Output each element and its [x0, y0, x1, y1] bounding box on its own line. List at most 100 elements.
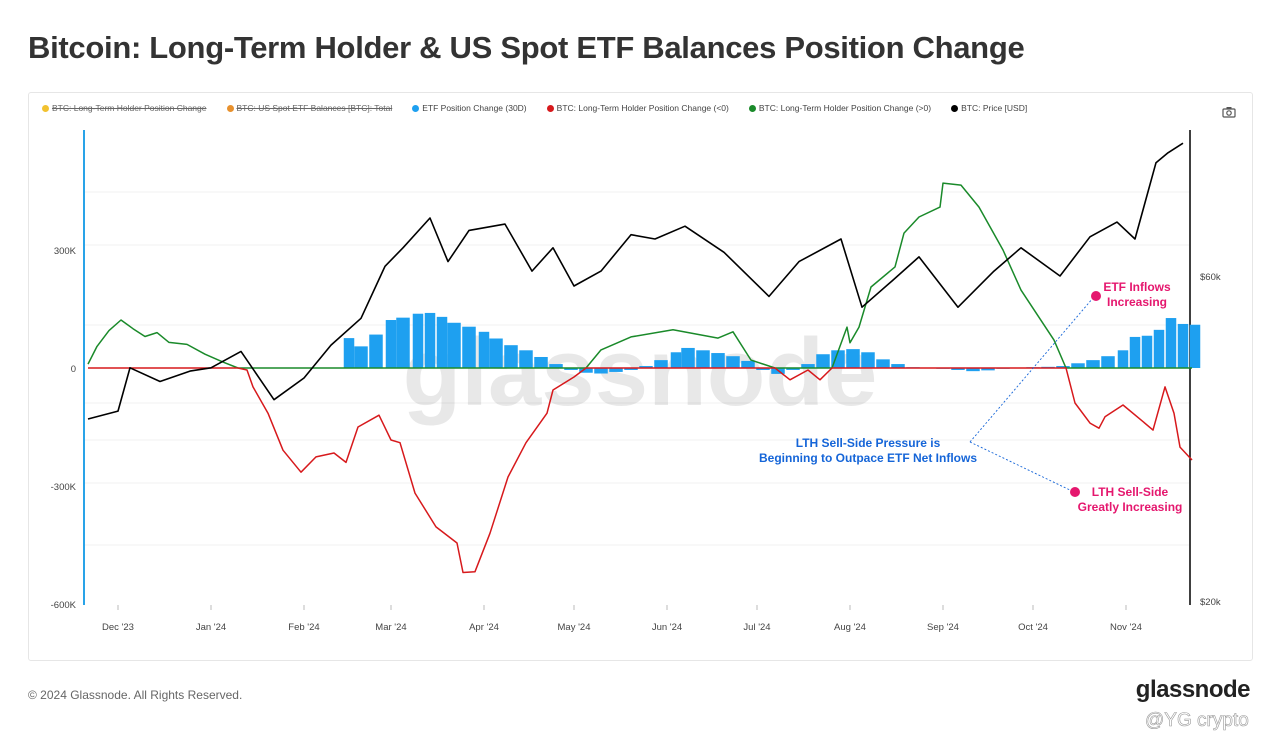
etf-bar: [846, 349, 860, 368]
annotation-text: LTH Sell-Side Pressure is: [796, 436, 941, 450]
etf-bar: [1129, 336, 1141, 368]
y-right-tick-label: $20k: [1200, 597, 1221, 608]
etf-bar: [1165, 318, 1177, 368]
legend-item-etf-balances-total[interactable]: BTC: US Spot ETF Balances [BTC]: Total: [226, 103, 392, 113]
etf-bar: [741, 360, 755, 368]
etf-bar: [489, 338, 503, 368]
etf-bar: [981, 368, 995, 371]
etf-bar: [681, 347, 695, 368]
etf-bar: [861, 352, 875, 368]
etf-bar: [343, 338, 355, 368]
camera-icon[interactable]: [1222, 106, 1236, 118]
x-tick-label: Feb '24: [288, 622, 319, 633]
etf-bar: [1189, 324, 1201, 368]
etf-bar: [369, 334, 383, 368]
etf-bar: [385, 320, 397, 368]
etf-bar: [1101, 356, 1115, 368]
legend-item-lth-position-change[interactable]: BTC: Long-Term Holder Position Change: [42, 103, 207, 113]
legend: BTC: Long-Term Holder Position Change BT…: [42, 103, 1027, 113]
x-tick-label: Jun '24: [652, 622, 682, 633]
y-left-tick-label: 0: [71, 364, 76, 375]
annotation-text: ETF Inflows: [1103, 280, 1171, 294]
annotation-connector: [969, 297, 1094, 443]
etf-bar: [412, 313, 424, 368]
annotation-marker: [1070, 487, 1080, 497]
etf-bar: [436, 316, 448, 368]
legend-dot-icon: [546, 104, 554, 112]
etf-bar: [504, 345, 518, 368]
etf-bar: [876, 359, 890, 368]
page-title: Bitcoin: Long-Term Holder & US Spot ETF …: [28, 30, 1025, 65]
x-tick-label: May '24: [558, 622, 591, 633]
etf-bar: [654, 360, 668, 368]
annotation-text: Increasing: [1107, 295, 1167, 309]
etf-bar: [816, 354, 830, 368]
legend-dot-icon: [42, 104, 49, 112]
lth-positive-line: [87, 182, 1192, 369]
chart-card: [28, 92, 1253, 661]
copyright-footer: © 2024 Glassnode. All Rights Reserved.: [28, 688, 243, 702]
etf-bar: [951, 368, 965, 370]
x-tick-label: Mar '24: [375, 622, 406, 633]
etf-bar: [1153, 329, 1165, 368]
btc-price-line: [87, 142, 1184, 420]
y-left-tick-label: -300K: [51, 482, 77, 493]
etf-bar: [396, 317, 410, 368]
etf-bar: [670, 352, 682, 368]
y-left-tick-label: 300K: [54, 246, 77, 257]
etf-bar: [534, 356, 548, 368]
x-tick-label: Aug '24: [834, 622, 866, 633]
etf-bar: [1177, 323, 1189, 368]
etf-bar: [447, 322, 461, 368]
x-tick-label: Dec '23: [102, 622, 134, 633]
x-tick-label: Sep '24: [927, 622, 959, 633]
etf-bar: [579, 368, 593, 373]
etf-bar: [594, 368, 608, 374]
etf-bar: [424, 312, 436, 368]
annotation-marker: [1091, 291, 1101, 301]
etf-bar: [462, 326, 476, 368]
etf-bar: [478, 331, 490, 368]
annotation-connector: [969, 441, 1073, 492]
lth-negative-line: [88, 367, 1193, 574]
x-tick-label: Jan '24: [196, 622, 226, 633]
etf-bar: [786, 368, 800, 370]
annotation-text: Greatly Increasing: [1078, 500, 1183, 514]
etf-bar: [711, 353, 725, 368]
annotation-text: Beginning to Outpace ETF Net Inflows: [759, 451, 977, 465]
annotation-text: LTH Sell-Side: [1092, 485, 1169, 499]
etf-bar: [1141, 335, 1153, 368]
etf-bar: [696, 350, 710, 368]
legend-item-btc-price[interactable]: BTC: Price [USD]: [951, 103, 1027, 113]
legend-item-lth-negative[interactable]: BTC: Long-Term Holder Position Change (<…: [546, 103, 729, 113]
legend-item-etf-position-change[interactable]: ETF Position Change (30D): [412, 103, 527, 113]
etf-bar: [756, 368, 770, 370]
etf-bar: [831, 350, 845, 368]
x-tick-label: Jul '24: [743, 622, 770, 633]
etf-bar: [564, 368, 578, 370]
etf-bar: [1117, 350, 1129, 368]
user-watermark: @YG crypto: [1145, 710, 1249, 732]
x-tick-label: Nov '24: [1110, 622, 1142, 633]
etf-bar: [639, 366, 653, 368]
etf-bar: [609, 368, 623, 372]
etf-bar: [624, 368, 638, 370]
etf-bar: [726, 356, 740, 368]
etf-bar: [966, 368, 980, 372]
etf-bar: [354, 346, 368, 368]
legend-item-lth-positive[interactable]: BTC: Long-Term Holder Position Change (>…: [748, 103, 931, 113]
legend-dot-icon: [951, 104, 959, 112]
etf-bar: [549, 364, 563, 368]
x-tick-label: Oct '24: [1018, 622, 1048, 633]
x-tick-label: Apr '24: [469, 622, 499, 633]
etf-bar: [1086, 360, 1100, 368]
y-right-tick-label: $60k: [1200, 272, 1221, 283]
etf-bar: [1071, 363, 1085, 368]
legend-dot-icon: [412, 104, 420, 112]
etf-bar: [891, 364, 905, 368]
y-left-tick-label: -600K: [51, 600, 77, 611]
glassnode-logo: glassnode: [1135, 676, 1251, 703]
legend-dot-icon: [748, 104, 756, 112]
etf-bar: [519, 350, 533, 368]
